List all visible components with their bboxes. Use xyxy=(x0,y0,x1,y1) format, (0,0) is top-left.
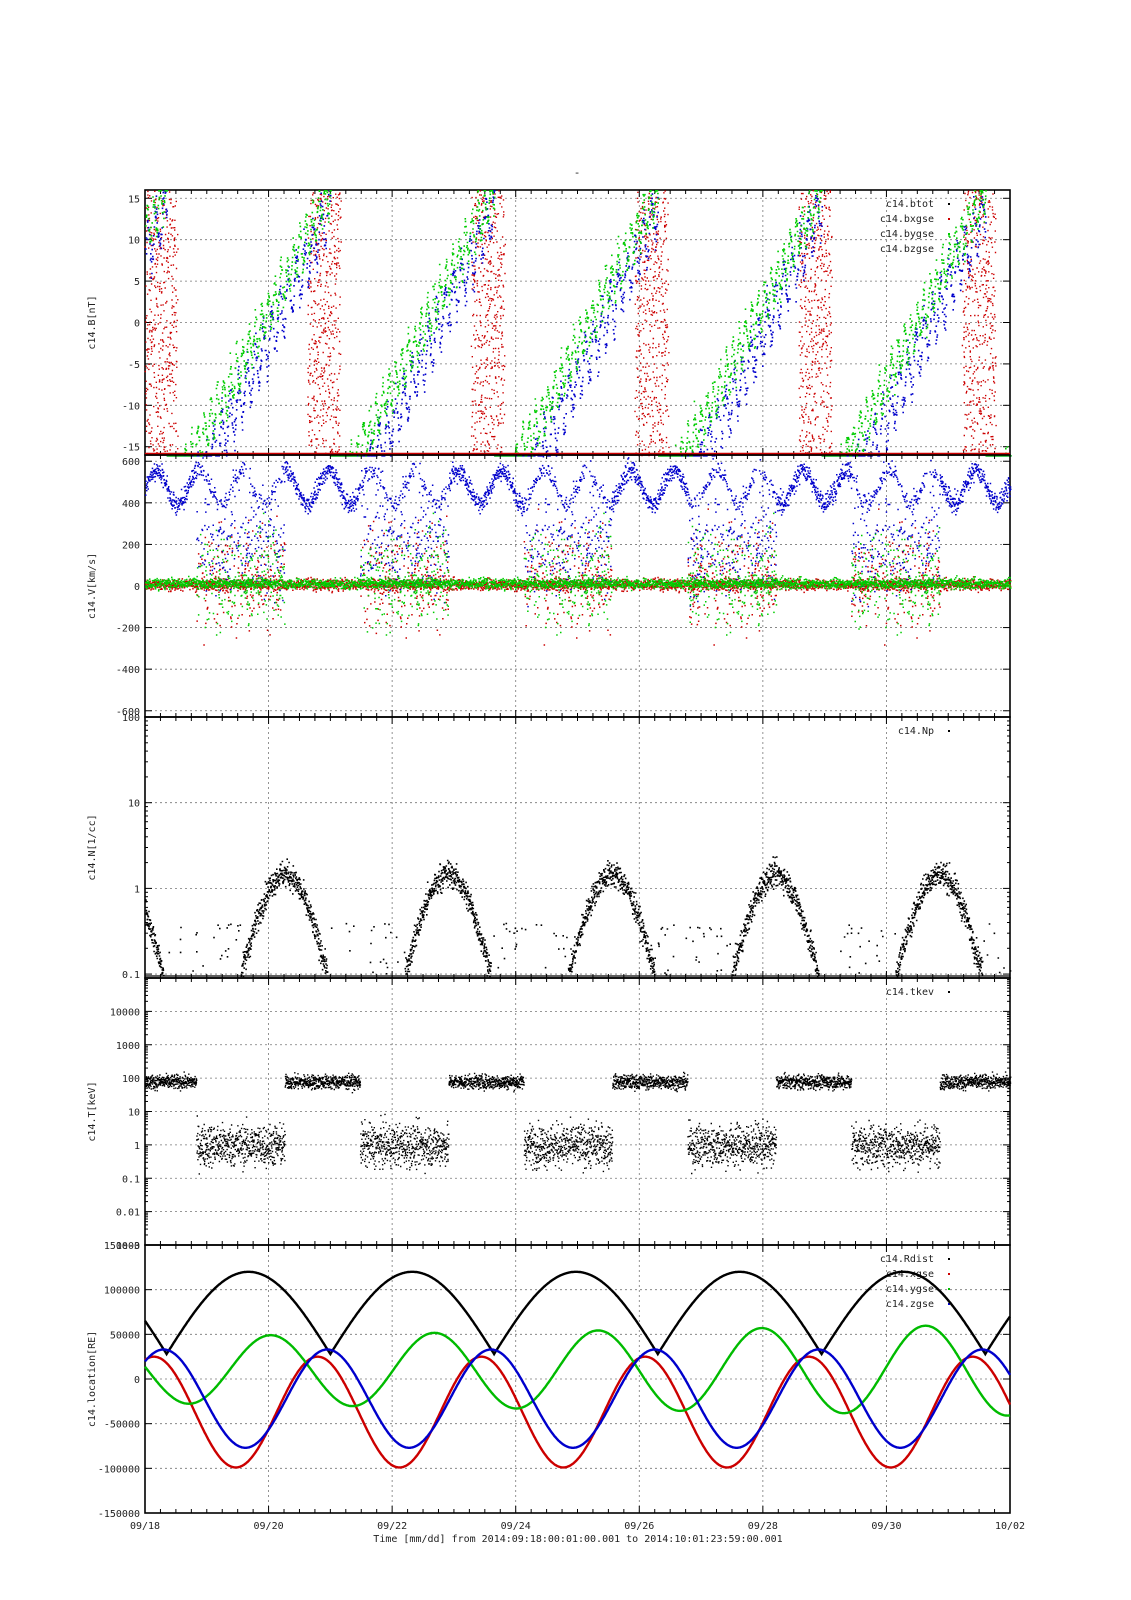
y-axis-label: c14.T[keV] xyxy=(87,1081,98,1141)
legend-label: c14.bygse xyxy=(880,229,934,240)
y-tick-label: 10000 xyxy=(110,1007,140,1018)
y-tick-label: 5 xyxy=(134,277,140,288)
legend-marker xyxy=(948,991,950,993)
y-tick-label: -5 xyxy=(128,360,140,371)
legend-label: c14.Np xyxy=(898,726,934,737)
x-tick-label: 09/28 xyxy=(748,1521,778,1532)
y-tick-label: -200 xyxy=(116,624,140,635)
y-tick-label: -15 xyxy=(122,443,140,454)
panel-5: 100000 50000 0 -50000 -100000 -150000 150000 c1… xyxy=(87,1241,1012,1520)
y-tick-label: -10 xyxy=(122,401,140,412)
x-tick-label: 09/30 xyxy=(871,1521,901,1532)
panel-2: 600 400 200 0 -200 -400 -600 c14.V[km/s] xyxy=(87,454,1012,718)
legend-marker xyxy=(948,1273,950,1275)
legend-label: c14.ygse xyxy=(886,1284,934,1295)
panel-4: 10000 1000 100 10 1 0.1 0.01 1e-3 c14.T[keV] c14.… xyxy=(87,977,1012,1252)
y-tick-label: 600 xyxy=(122,457,140,468)
legend-label: c14.xgse xyxy=(886,1269,934,1280)
legend-label: c14.zgse xyxy=(886,1299,934,1310)
legend-label: c14.btot xyxy=(886,199,934,210)
panel-grid xyxy=(145,1245,1010,1513)
series-vy-points xyxy=(145,512,1012,636)
series-bxgse-points xyxy=(144,190,997,457)
y-tick-label: 0.01 xyxy=(116,1208,140,1219)
panel-grid xyxy=(145,978,1010,1245)
x-tick-label: 09/18 xyxy=(130,1521,160,1532)
legend-marker xyxy=(948,218,950,220)
x-tick-label: 09/26 xyxy=(624,1521,654,1532)
y-tick-label: -50000 xyxy=(104,1420,140,1431)
legend-label: c14.bzgse xyxy=(880,244,934,255)
series-tkev-points xyxy=(145,1071,1012,1175)
x-tick-label: 09/24 xyxy=(501,1521,531,1532)
x-tick-label: 09/20 xyxy=(254,1521,284,1532)
y-tick-label: 100 xyxy=(122,1074,140,1085)
y-tick-label: 1000 xyxy=(116,1041,140,1052)
legend-marker xyxy=(948,233,950,235)
y-tick-label: 100000 xyxy=(104,1286,140,1297)
y-tick-label: 150000 xyxy=(104,1241,140,1252)
y-tick-label: -150000 xyxy=(98,1509,140,1520)
legend-marker xyxy=(948,203,950,205)
y-tick-label: 10 xyxy=(128,1108,140,1119)
y-tick-label: 200 xyxy=(122,540,140,551)
y-axis-label: c14.N[1/cc] xyxy=(87,814,98,880)
y-axis-label: c14.V[km/s] xyxy=(87,553,98,619)
y-tick-label: 0 xyxy=(134,319,140,330)
panel-grid xyxy=(145,190,1010,455)
legend-marker xyxy=(948,730,950,732)
legend-marker xyxy=(948,1288,950,1290)
y-tick-label: 10 xyxy=(128,236,140,247)
y-axis-label: c14.location[RE] xyxy=(87,1331,98,1427)
series-rdist-line xyxy=(144,1270,1011,1357)
y-tick-label: 10 xyxy=(128,799,140,810)
y-tick-label: -100000 xyxy=(98,1464,140,1475)
panels: 151050-5-10-15c14.B[nT]c14.btotc14.bxgse… xyxy=(87,189,1012,1520)
legend-label: c14.tkev xyxy=(886,987,934,998)
y-tick-label: 0 xyxy=(134,582,140,593)
x-tick-label: 09/22 xyxy=(377,1521,407,1532)
y-axis-label: c14.B[nT] xyxy=(87,295,98,349)
y-tick-label: 0.1 xyxy=(122,970,140,981)
panel-grid xyxy=(145,717,1010,978)
series-vx-points xyxy=(145,508,1012,646)
legend-label: c14.Rdist xyxy=(880,1254,934,1265)
y-tick-label: 1e-3 xyxy=(116,1241,140,1252)
y-tick-label: 100 xyxy=(122,713,140,724)
panel-frame xyxy=(144,716,1011,979)
x-tick-label: 10/02 xyxy=(995,1521,1025,1532)
y-tick-label: 15 xyxy=(128,194,140,205)
y-tick-label: 400 xyxy=(122,499,140,510)
series-vz-points xyxy=(145,456,1012,608)
panel-3: 100 10 1 0.1 c14.N[1/cc] c14.Np xyxy=(87,713,1012,981)
x-axis-label: Time [mm/dd] from 2014:09:18:00:01:00.00… xyxy=(373,1534,782,1545)
panel-frame xyxy=(144,1244,1011,1514)
y-tick-label: 50000 xyxy=(110,1330,140,1341)
legend-marker xyxy=(948,1303,950,1305)
top-mark: - xyxy=(574,166,581,179)
series-np-points xyxy=(145,856,1012,978)
panel-1: 15 10 5 0 -5 -10 -15 c14.B[nT] c14.btot c14.bxgse… xyxy=(87,189,1012,457)
y-tick-label: 0.1 xyxy=(122,1174,140,1185)
series-zgse-line xyxy=(144,1348,1012,1449)
x-axis: 09/18 09/20 09/22 09/24 09/26 09/28 09/30 10/02 xyxy=(130,1521,1025,1532)
y-tick-label: -600 xyxy=(116,707,140,718)
legend-label: c14.bxgse xyxy=(880,214,934,225)
y-tick-label: 0 xyxy=(134,1375,140,1386)
y-tick-label: 1 xyxy=(134,884,140,895)
panel-ticks xyxy=(144,716,1011,978)
legend-marker xyxy=(948,1258,950,1260)
y-tick-label: 1 xyxy=(134,1141,140,1152)
y-tick-label: -400 xyxy=(116,665,140,676)
series-ygse-line xyxy=(144,1324,1011,1417)
series-xgse-line xyxy=(144,1355,1012,1469)
